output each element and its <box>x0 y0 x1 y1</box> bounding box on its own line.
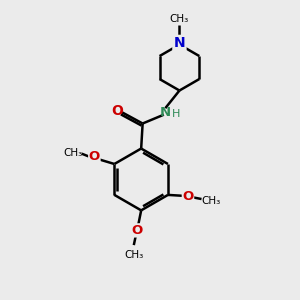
Text: CH₃: CH₃ <box>124 250 143 260</box>
Text: CH₃: CH₃ <box>63 148 82 158</box>
Text: H: H <box>172 109 180 119</box>
Text: O: O <box>131 224 142 237</box>
Text: O: O <box>89 150 100 163</box>
Text: O: O <box>182 190 194 203</box>
Text: CH₃: CH₃ <box>201 196 220 206</box>
Text: N: N <box>160 106 171 119</box>
Text: O: O <box>111 104 123 118</box>
Text: N: N <box>174 36 185 50</box>
Text: CH₃: CH₃ <box>170 14 189 24</box>
